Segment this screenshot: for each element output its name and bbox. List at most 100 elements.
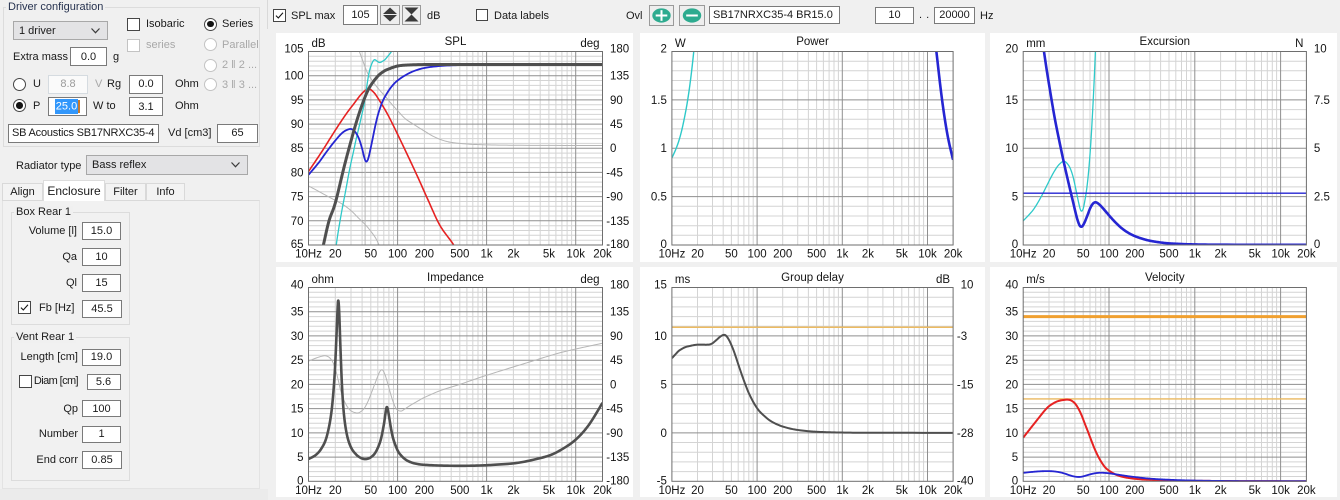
svg-text:2k: 2k: [861, 249, 873, 261]
svg-text:0.5: 0.5: [650, 192, 666, 204]
svg-text:-90: -90: [606, 428, 623, 440]
svg-text:0: 0: [610, 143, 616, 155]
svg-text:2k: 2k: [1215, 249, 1227, 261]
svg-text:2: 2: [660, 44, 666, 56]
svg-text:10: 10: [654, 331, 667, 343]
svg-text:1k: 1k: [1189, 249, 1201, 261]
svg-text:0: 0: [1314, 239, 1320, 251]
svg-text:5k: 5k: [1249, 249, 1261, 261]
svg-text:20: 20: [691, 249, 704, 261]
svg-text:200: 200: [773, 249, 792, 261]
svg-text:ms: ms: [674, 274, 690, 286]
svg-text:5: 5: [1012, 192, 1018, 204]
svg-text:80: 80: [290, 167, 303, 179]
svg-text:1: 1: [660, 143, 666, 155]
svg-text:-3: -3: [956, 331, 966, 343]
svg-text:45: 45: [610, 355, 623, 367]
svg-text:10Hz: 10Hz: [295, 249, 322, 261]
svg-text:1k: 1k: [836, 249, 848, 261]
svg-text:-45: -45: [606, 167, 623, 179]
svg-text:10k: 10k: [566, 485, 585, 497]
svg-text:200: 200: [1125, 485, 1144, 497]
svg-text:0: 0: [1012, 239, 1018, 251]
svg-text:0: 0: [1012, 475, 1018, 487]
svg-text:20k: 20k: [1297, 249, 1316, 261]
svg-text:100: 100: [747, 249, 766, 261]
svg-text:-90: -90: [606, 192, 623, 204]
svg-text:90: 90: [290, 119, 303, 131]
svg-text:-45: -45: [606, 404, 623, 416]
svg-text:10Hz: 10Hz: [295, 485, 322, 497]
svg-text:0: 0: [610, 379, 616, 391]
svg-text:200: 200: [773, 485, 792, 497]
svg-text:0: 0: [660, 239, 666, 251]
svg-text:5: 5: [660, 379, 666, 391]
svg-text:20: 20: [328, 249, 341, 261]
svg-text:1k: 1k: [1189, 485, 1201, 497]
svg-text:100: 100: [747, 485, 766, 497]
svg-text:70: 70: [290, 216, 303, 228]
svg-text:2.5: 2.5: [1314, 192, 1330, 204]
svg-text:10k: 10k: [1271, 485, 1290, 497]
svg-text:0: 0: [297, 475, 303, 487]
svg-text:90: 90: [610, 331, 623, 343]
svg-text:100: 100: [284, 71, 303, 83]
svg-text:200: 200: [414, 249, 433, 261]
svg-text:50: 50: [1077, 485, 1090, 497]
svg-text:1k: 1k: [836, 485, 848, 497]
svg-text:dB: dB: [311, 38, 325, 50]
svg-text:50: 50: [725, 249, 738, 261]
svg-text:10Hz: 10Hz: [1010, 249, 1037, 261]
svg-text:20: 20: [691, 485, 704, 497]
svg-text:2k: 2k: [507, 249, 519, 261]
svg-text:ohm: ohm: [311, 274, 333, 286]
svg-text:180: 180: [610, 280, 629, 292]
svg-text:1.5: 1.5: [650, 95, 666, 107]
svg-text:200: 200: [414, 485, 433, 497]
svg-text:180: 180: [610, 44, 629, 56]
svg-text:20k: 20k: [593, 249, 612, 261]
svg-text:40: 40: [1005, 280, 1018, 292]
svg-text:2k: 2k: [861, 485, 873, 497]
svg-text:SPL: SPL: [444, 36, 466, 48]
svg-text:10k: 10k: [1271, 249, 1290, 261]
svg-text:15: 15: [654, 280, 667, 292]
svg-text:Group delay: Group delay: [781, 272, 844, 284]
svg-text:-180: -180: [606, 475, 629, 487]
svg-text:50: 50: [725, 485, 738, 497]
svg-text:45: 45: [610, 119, 623, 131]
svg-text:50: 50: [364, 485, 377, 497]
svg-text:500: 500: [807, 485, 826, 497]
svg-text:100: 100: [1099, 485, 1118, 497]
svg-text:10k: 10k: [918, 249, 937, 261]
svg-text:20: 20: [290, 379, 303, 391]
svg-text:20: 20: [1043, 485, 1056, 497]
svg-text:2k: 2k: [1215, 485, 1227, 497]
svg-text:200: 200: [1125, 249, 1144, 261]
svg-text:10: 10: [1314, 44, 1327, 56]
svg-text:90: 90: [610, 95, 623, 107]
svg-text:0: 0: [660, 428, 666, 440]
svg-text:10: 10: [1005, 143, 1018, 155]
svg-text:W: W: [674, 38, 685, 50]
svg-text:135: 135: [610, 307, 629, 319]
svg-text:-135: -135: [606, 216, 629, 228]
svg-text:7.5: 7.5: [1314, 95, 1330, 107]
svg-text:10Hz: 10Hz: [1010, 485, 1037, 497]
svg-text:N: N: [1295, 38, 1303, 50]
svg-text:85: 85: [290, 143, 303, 155]
svg-text:100: 100: [388, 485, 407, 497]
svg-text:50: 50: [364, 249, 377, 261]
svg-text:5k: 5k: [542, 249, 554, 261]
svg-text:dB: dB: [936, 274, 950, 286]
svg-text:65: 65: [290, 239, 303, 251]
svg-text:135: 135: [610, 71, 629, 83]
svg-text:deg: deg: [580, 38, 599, 50]
svg-text:40: 40: [290, 280, 303, 292]
svg-text:20k: 20k: [1297, 485, 1316, 497]
svg-text:-15: -15: [956, 379, 973, 391]
svg-text:30: 30: [1005, 331, 1018, 343]
svg-text:-180: -180: [606, 239, 629, 251]
svg-text:95: 95: [290, 95, 303, 107]
svg-text:20: 20: [1005, 379, 1018, 391]
